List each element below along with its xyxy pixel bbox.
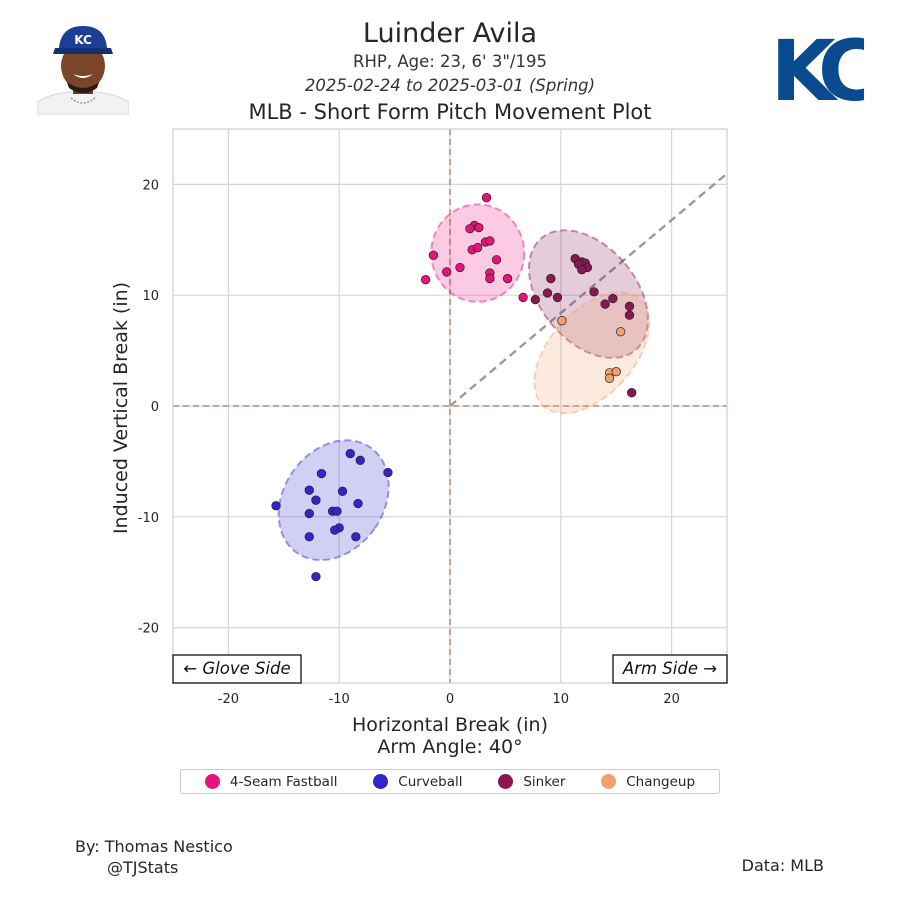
point-4-seam-fastball bbox=[502, 273, 513, 284]
ellipse-sinker bbox=[527, 229, 650, 359]
point-curveball bbox=[304, 508, 314, 519]
arm-side-box bbox=[612, 654, 728, 684]
point-sinker bbox=[624, 310, 635, 320]
chart-legend: 4-Seam Fastball Curveball Sinker Changeup bbox=[180, 769, 720, 794]
legend-label: Changeup bbox=[626, 773, 696, 790]
player-headshot: KC bbox=[37, 22, 129, 115]
point-4-seam-fastball bbox=[465, 224, 475, 234]
date-range: 2025-02-24 to 2025-03-01 (Spring) bbox=[304, 76, 596, 95]
x-tick-label: 20 bbox=[663, 692, 680, 707]
byline-handle: @TJStats bbox=[107, 858, 179, 877]
legend-item-4-seam-fastball: 4-Seam Fastball bbox=[204, 773, 338, 790]
point-curveball bbox=[311, 495, 321, 505]
arm-angle-line bbox=[449, 172, 727, 407]
point-curveball bbox=[271, 501, 281, 511]
legend-label: 4-Seam Fastball bbox=[229, 773, 338, 790]
ellipse-4-seam-fastball bbox=[430, 203, 526, 303]
point-4-seam-fastball bbox=[481, 193, 492, 203]
ellipse-curveball bbox=[277, 439, 390, 562]
legend-item-curveball: Curveball bbox=[373, 774, 462, 790]
legend-swatch bbox=[204, 774, 220, 789]
plot-frame bbox=[172, 128, 728, 684]
byline: By: Thomas Nestico @TJStats bbox=[75, 836, 233, 878]
legend-item-sinker: Sinker bbox=[498, 774, 565, 790]
legend-label: Sinker bbox=[523, 773, 566, 790]
headshot-image: KC bbox=[37, 22, 129, 115]
y-tick-label: -20 bbox=[138, 622, 159, 637]
point-4-seam-fastball bbox=[518, 292, 528, 303]
legend-label: Curveball bbox=[398, 773, 463, 790]
point-4-seam-fastball bbox=[455, 262, 465, 273]
point-4-seam-fastball bbox=[473, 242, 483, 253]
point-4-seam-fastball bbox=[474, 222, 484, 233]
player-info: RHP, Age: 23, 6' 3"/195 bbox=[353, 52, 547, 71]
point-4-seam-fastball bbox=[485, 273, 495, 284]
point-curveball bbox=[311, 571, 321, 582]
point-changeup bbox=[615, 327, 626, 337]
point-sinker bbox=[577, 265, 587, 275]
x-tick-label: -20 bbox=[218, 692, 239, 707]
y-tick-label: 10 bbox=[142, 289, 159, 304]
legend-swatch bbox=[601, 774, 617, 789]
point-sinker bbox=[530, 294, 540, 305]
point-4-seam-fastball bbox=[420, 275, 431, 285]
glove-side-label: ← Glove Side bbox=[183, 659, 290, 678]
point-sinker bbox=[546, 273, 556, 284]
point-sinker bbox=[589, 287, 599, 297]
point-curveball bbox=[337, 486, 348, 496]
point-curveball bbox=[353, 498, 363, 509]
point-curveball bbox=[304, 485, 314, 495]
chart-title: MLB - Short Form Pitch Movement Plot bbox=[248, 100, 652, 124]
point-sinker bbox=[542, 288, 553, 298]
point-curveball bbox=[351, 532, 361, 542]
legend-item-changeup: Changeup bbox=[601, 774, 695, 790]
point-sinker bbox=[552, 292, 563, 303]
y-tick-label: 0 bbox=[151, 400, 159, 415]
point-4-seam-fastball bbox=[442, 267, 452, 277]
y-tick-label: 20 bbox=[142, 178, 159, 193]
arm-side-label: Arm Side → bbox=[622, 659, 717, 678]
point-curveball bbox=[345, 448, 355, 459]
point-curveball bbox=[304, 532, 314, 542]
data-source: Data: MLB bbox=[741, 856, 824, 875]
point-sinker bbox=[608, 293, 618, 304]
point-changeup bbox=[557, 316, 567, 326]
y-axis-label: Induced Vertical Break (in) bbox=[110, 282, 132, 534]
point-sinker bbox=[624, 301, 635, 311]
svg-text:KC: KC bbox=[74, 33, 92, 47]
point-curveball bbox=[330, 525, 340, 535]
x-tick-label: 10 bbox=[553, 692, 570, 707]
point-4-seam-fastball bbox=[485, 236, 495, 246]
byline-author: By: Thomas Nestico bbox=[75, 837, 233, 856]
point-4-seam-fastball bbox=[491, 255, 502, 265]
point-changeup bbox=[611, 367, 621, 377]
point-curveball bbox=[383, 467, 393, 478]
point-curveball bbox=[332, 506, 342, 516]
arm-angle-label: Arm Angle: 40° bbox=[377, 736, 522, 758]
point-sinker bbox=[600, 299, 610, 309]
player-name: Luinder Avila bbox=[362, 18, 538, 49]
legend-swatch bbox=[373, 774, 389, 789]
x-axis-label: Horizontal Break (in) bbox=[352, 714, 548, 736]
legend-swatch bbox=[498, 774, 514, 789]
point-changeup bbox=[604, 373, 615, 383]
y-tick-label: -10 bbox=[138, 511, 159, 526]
glove-side-box bbox=[172, 654, 302, 684]
point-4-seam-fastball bbox=[428, 250, 439, 260]
point-curveball bbox=[355, 455, 365, 465]
point-curveball bbox=[316, 468, 327, 479]
x-tick-label: -10 bbox=[329, 692, 350, 707]
point-sinker bbox=[627, 388, 637, 398]
x-tick-label: 0 bbox=[446, 692, 454, 707]
